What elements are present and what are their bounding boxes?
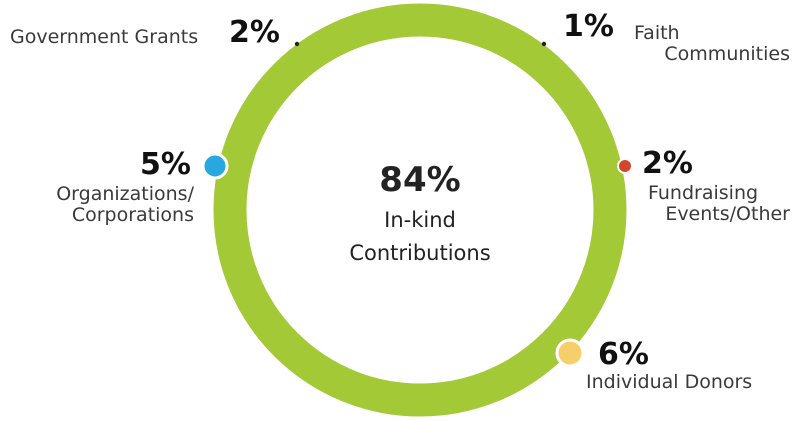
in-kind-label: In-kind Contributions [300, 204, 540, 270]
government-grants-percent: 2% [229, 15, 280, 50]
marker-organizations [201, 152, 229, 180]
in-kind-label-line-1: In-kind [384, 208, 456, 232]
individual-donors-percent: 6% [598, 337, 649, 372]
organizations-percent: 5% [140, 147, 191, 182]
in-kind-percent: 84% [379, 160, 461, 200]
faith-communities-label: Faith Communities [630, 23, 790, 65]
donut-ring [213, 3, 627, 417]
faith-label-line-1: Faith [634, 22, 680, 44]
organizations-label: Organizations/ Corporations [10, 184, 194, 226]
in-kind-label-line-2: Contributions [349, 241, 491, 265]
fundraising-label: Fundraising Events/Other [636, 183, 790, 225]
marker-individual-donors [555, 338, 585, 368]
fundraising-percent: 2% [642, 146, 693, 181]
organizations-label-line-2: Corporations [71, 204, 194, 226]
organizations-label-line-1: Organizations/ [56, 183, 194, 205]
marker-fundraising [617, 158, 633, 174]
government-grants-label: Government Grants [10, 26, 199, 48]
marker-government-grants [294, 41, 300, 47]
fundraising-label-line-2: Events/Other [665, 203, 790, 225]
marker-faith-communities [541, 41, 547, 47]
individual-donors-label: Individual Donors [586, 371, 753, 393]
faith-communities-percent: 1% [563, 9, 614, 44]
faith-label-line-2: Communities [664, 43, 790, 65]
fundraising-label-line-1: Fundraising [648, 182, 759, 204]
